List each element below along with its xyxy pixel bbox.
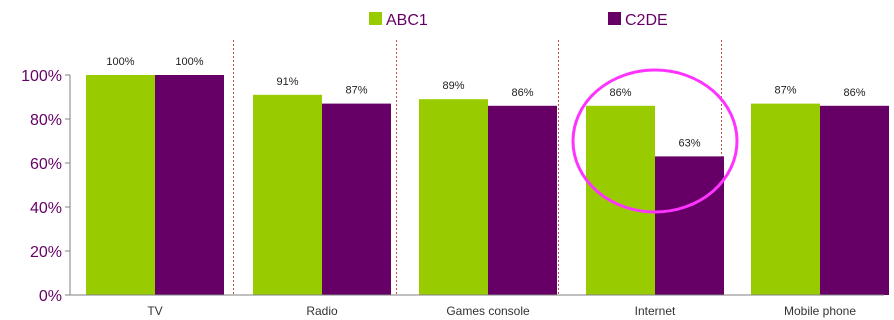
legend-swatch-c2de: [608, 12, 621, 25]
x-tick-label: Internet: [635, 304, 676, 318]
bar: [655, 156, 724, 295]
legend-label-c2de: C2DE: [625, 12, 668, 29]
bars: [86, 75, 889, 295]
y-tick-label: 0%: [39, 288, 62, 305]
x-tick-label: TV: [147, 304, 162, 318]
x-tick-label: Radio: [306, 304, 338, 318]
y-tick-label: 20%: [30, 244, 62, 261]
legend-label-abc1: ABC1: [386, 12, 428, 29]
data-label: 89%: [442, 80, 464, 92]
data-label: 86%: [609, 87, 631, 99]
x-tick-label: Games console: [446, 304, 530, 318]
x-tick-label: Mobile phone: [784, 304, 856, 318]
data-label: 87%: [774, 85, 796, 97]
bar: [322, 103, 391, 295]
y-tick-label: 40%: [30, 200, 62, 217]
highlight-ellipse: [571, 68, 739, 214]
data-label: 87%: [345, 85, 367, 97]
legend-swatch-abc1: [369, 12, 382, 25]
bar: [86, 75, 155, 295]
data-label: 100%: [106, 56, 134, 68]
data-label: 100%: [175, 56, 203, 68]
bar: [253, 94, 322, 295]
bar: [820, 105, 889, 295]
y-tick-label: 60%: [30, 156, 62, 173]
data-label: 63%: [678, 137, 700, 149]
data-label: 86%: [511, 87, 533, 99]
x-axis: TV Radio Games console Internet Mobile phone: [70, 294, 884, 318]
data-label: 91%: [276, 76, 298, 88]
y-tick-label: 100%: [21, 68, 62, 85]
data-label: 86%: [843, 87, 865, 99]
y-tick-label: 80%: [30, 112, 62, 129]
bar: [586, 105, 655, 295]
y-axis: 0% 20% 40% 60% 80% 100%: [21, 68, 71, 305]
highlight: [571, 68, 739, 214]
bar: [751, 103, 820, 295]
bar: [488, 105, 557, 295]
bar: [419, 99, 488, 295]
bar: [155, 75, 224, 295]
data-labels: 100% 100% 91% 87% 89% 86% 86% 63% 87% 86%: [106, 56, 865, 149]
legend: ABC1 C2DE: [369, 12, 668, 29]
